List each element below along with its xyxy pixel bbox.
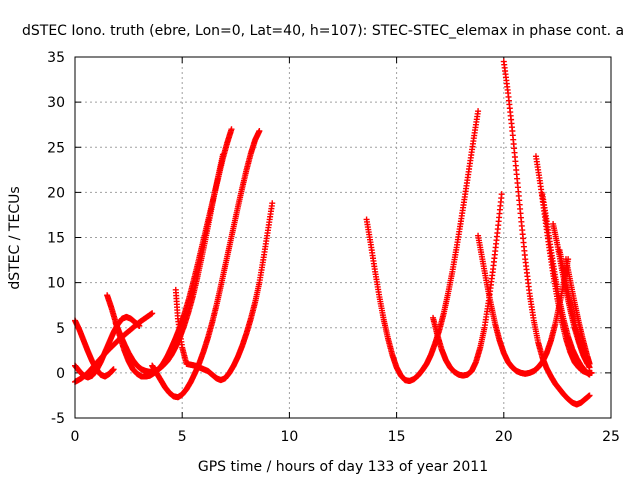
data-point-marker <box>586 392 593 399</box>
y-tick-label: 30 <box>47 95 65 111</box>
data-series <box>562 256 593 367</box>
x-axis-title: GPS time / hours of day 133 of year 2011 <box>198 459 488 475</box>
y-tick-label: 10 <box>47 276 65 292</box>
y-tick-label: -5 <box>51 411 65 427</box>
y-tick-label: 5 <box>56 321 65 337</box>
y-axis-title: dSTEC / TECUs <box>7 186 23 289</box>
data-point-marker <box>149 310 156 317</box>
data-point-marker <box>219 151 226 158</box>
data-series <box>112 151 226 375</box>
data-series <box>430 191 505 379</box>
data-series <box>72 317 117 380</box>
grid-lines <box>75 57 611 418</box>
data-point-marker <box>586 360 593 367</box>
data-point-marker <box>475 108 482 115</box>
data-point-marker <box>269 200 276 207</box>
data-series <box>556 247 593 371</box>
chart-title: dSTEC Iono. truth (ebre, Lon=0, Lat=40, … <box>22 23 624 39</box>
y-tick-label: 35 <box>47 50 65 66</box>
data-point-marker <box>586 371 593 378</box>
data-point-marker <box>228 126 235 133</box>
data-point-marker <box>498 191 505 198</box>
x-tick-label: 15 <box>388 429 406 445</box>
y-tick-label: 25 <box>47 140 65 156</box>
data-points <box>72 58 595 408</box>
x-tick-label: 20 <box>495 429 513 445</box>
y-tick-label: 15 <box>47 231 65 247</box>
x-tick-label: 10 <box>280 429 298 445</box>
data-series <box>500 58 593 408</box>
data-point-marker <box>136 322 143 329</box>
plot-frame <box>74 56 612 419</box>
data-series <box>363 108 482 384</box>
y-tick-label: 0 <box>56 366 65 382</box>
x-tick-label: 25 <box>602 429 620 445</box>
x-tick-label: 0 <box>71 429 80 445</box>
data-series <box>149 128 263 401</box>
data-series <box>539 191 593 378</box>
data-series <box>172 200 276 384</box>
data-point-marker <box>256 128 263 135</box>
axis-ticks: 0 5 10 15 20 25 -5 0 5 10 15 20 25 30 35 <box>47 50 620 445</box>
y-tick-label: 20 <box>47 185 65 201</box>
data-point-marker <box>110 366 117 373</box>
x-tick-label: 5 <box>178 429 187 445</box>
